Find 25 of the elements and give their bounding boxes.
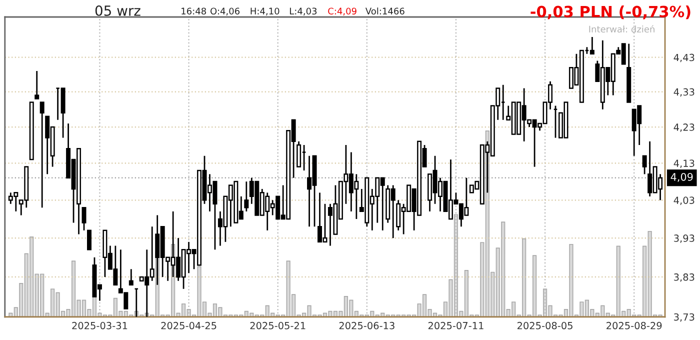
y-tick-label: 4,13	[674, 160, 694, 168]
x-tick-label: 2025-04-25	[161, 322, 216, 330]
x-tick-label: 2025-08-05	[517, 322, 572, 330]
text: O:4,06	[210, 8, 240, 16]
y-tick-label: 3,83	[674, 273, 694, 282]
text: H:4,10	[250, 8, 280, 16]
y-tick-label: 4,23	[674, 124, 694, 132]
y-tick-label: 4,43	[674, 54, 694, 62]
ref-line-label: 4,09	[670, 172, 693, 182]
x-tick-label: 2025-06-13	[339, 322, 394, 330]
y-tick-label: 3,93	[674, 234, 694, 243]
text: L:4,03	[290, 8, 317, 16]
text: 05 wrz	[95, 5, 140, 16]
x-tick-label: 2025-05-21	[250, 322, 306, 330]
text: C:4,09	[328, 8, 356, 16]
x-tick-label: 2025-07-11	[428, 322, 484, 330]
y-tick-label: 4,03	[674, 196, 694, 205]
text: Vol:1466	[365, 8, 404, 15]
x-tick-label: 2025-08-29	[606, 322, 662, 330]
annotation: Interwał: dzień	[589, 25, 654, 33]
y-tick-label: 3,73	[674, 313, 694, 322]
annotation: -0,03 PLN (-0,73%)	[530, 6, 690, 20]
text: 16:48	[182, 8, 206, 15]
x-tick-label: 2025-03-31	[72, 322, 128, 330]
y-tick-label: 4,33	[674, 88, 694, 97]
